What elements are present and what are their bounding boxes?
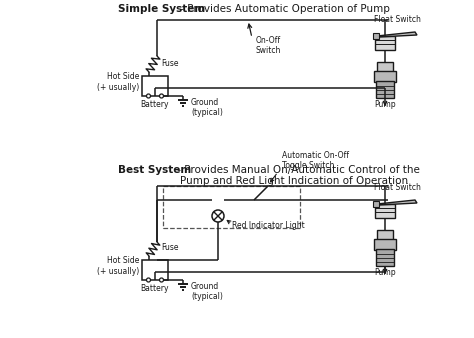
Bar bbox=[373, 201, 379, 207]
Text: Float Switch: Float Switch bbox=[374, 15, 420, 24]
Bar bbox=[377, 62, 393, 72]
Bar bbox=[374, 71, 396, 82]
Text: Simple System: Simple System bbox=[118, 4, 205, 14]
Bar bbox=[377, 230, 393, 240]
Polygon shape bbox=[377, 32, 417, 37]
Circle shape bbox=[146, 278, 151, 282]
Text: - Provides Manual On/Automatic Control of the: - Provides Manual On/Automatic Control o… bbox=[174, 165, 420, 175]
Text: Battery: Battery bbox=[141, 100, 169, 109]
Circle shape bbox=[159, 94, 164, 98]
Text: Automatic On-Off
Toggle Switch: Automatic On-Off Toggle Switch bbox=[282, 151, 349, 170]
Text: Ground
(typical): Ground (typical) bbox=[191, 98, 223, 117]
Text: Hot Side
(+ usually): Hot Side (+ usually) bbox=[97, 256, 139, 276]
Polygon shape bbox=[377, 200, 417, 205]
Bar bbox=[376, 81, 394, 98]
Bar bbox=[374, 239, 396, 250]
Bar bbox=[375, 204, 395, 218]
Text: Ground
(typical): Ground (typical) bbox=[191, 282, 223, 301]
Text: Hot Side
(+ usually): Hot Side (+ usually) bbox=[97, 72, 139, 92]
Text: Best System: Best System bbox=[118, 165, 191, 175]
Bar bbox=[142, 260, 168, 280]
Bar bbox=[376, 249, 394, 266]
Circle shape bbox=[159, 278, 164, 282]
Circle shape bbox=[212, 210, 224, 222]
Text: On-Off
Switch: On-Off Switch bbox=[256, 36, 282, 55]
Circle shape bbox=[146, 94, 151, 98]
Text: Battery: Battery bbox=[141, 284, 169, 293]
Text: Pump and Red Light Indication of Operation: Pump and Red Light Indication of Operati… bbox=[180, 176, 408, 186]
Bar bbox=[163, 186, 300, 228]
Bar bbox=[373, 33, 379, 39]
Text: Red Indicator Light: Red Indicator Light bbox=[232, 221, 305, 231]
Text: - Provides Automatic Operation of Pump: - Provides Automatic Operation of Pump bbox=[177, 4, 390, 14]
Text: Fuse: Fuse bbox=[161, 243, 179, 252]
Text: Float Switch: Float Switch bbox=[374, 183, 420, 192]
Text: Pump: Pump bbox=[374, 100, 396, 109]
Text: Fuse: Fuse bbox=[161, 58, 179, 68]
Text: Pump: Pump bbox=[374, 268, 396, 277]
Bar bbox=[142, 76, 168, 96]
Bar bbox=[375, 36, 395, 50]
